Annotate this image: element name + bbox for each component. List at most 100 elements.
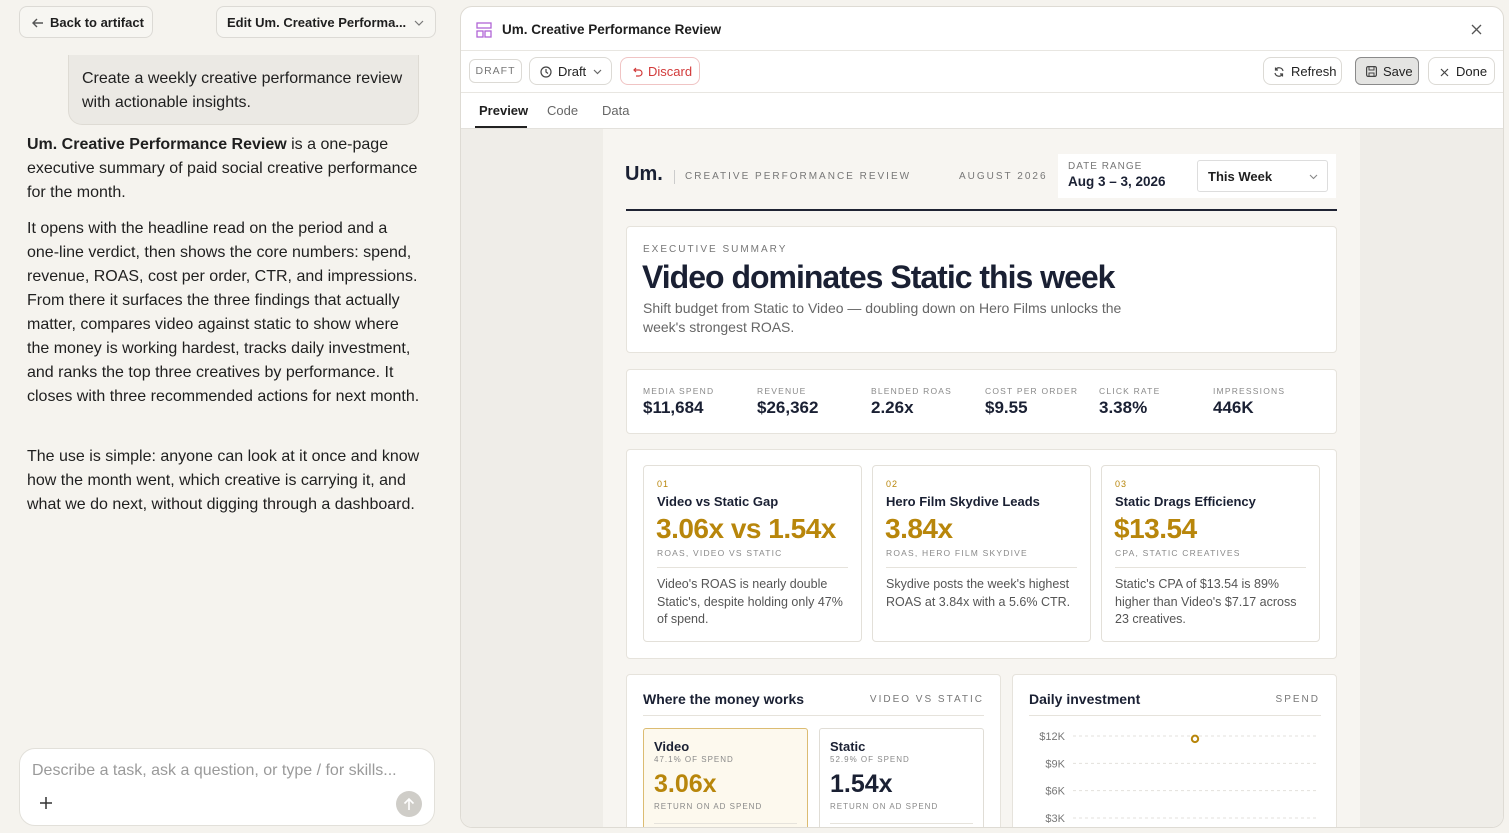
kpi-value: $11,684 bbox=[643, 398, 704, 417]
divider bbox=[461, 92, 1503, 93]
tab-active[interactable]: Preview bbox=[479, 103, 529, 118]
refresh-label: Refresh bbox=[1291, 64, 1337, 79]
divider bbox=[830, 823, 973, 824]
refresh-icon bbox=[1274, 67, 1284, 77]
section-tag: VIDEO VS STATIC bbox=[869, 694, 984, 705]
done-icon bbox=[1440, 68, 1449, 77]
response-text: is a one-page executive summary of paid … bbox=[27, 136, 418, 201]
money-card: Where the money works VIDEO VS STATIC Vi… bbox=[626, 674, 1001, 827]
divider bbox=[657, 567, 848, 568]
finding-body: Video's ROAS is nearly double Static's, … bbox=[657, 577, 843, 626]
send-button[interactable] bbox=[395, 790, 423, 818]
option-name: Static bbox=[830, 739, 866, 754]
back-button[interactable]: Back to artifact bbox=[19, 6, 153, 38]
money-option: Static 52.9% OF SPEND 1.54x RETURN ON AD SP… bbox=[819, 728, 984, 827]
user-bubble: Create a weekly creative performance rev… bbox=[68, 55, 419, 125]
edit-menu-label: Edit Um. Creative Performa... bbox=[227, 15, 407, 30]
kpi-label: CLICK RATE bbox=[1099, 386, 1161, 396]
kpi-card: MEDIA SPEND $11,684 REVENUE $26,362 BLENDED … bbox=[626, 369, 1337, 434]
date-range-label: DATE RANGE bbox=[1068, 161, 1143, 172]
kpi-label: BLENDED ROAS bbox=[871, 386, 953, 396]
done-label: Done bbox=[1456, 64, 1488, 79]
option-name: Video bbox=[654, 739, 690, 754]
tab[interactable]: Code bbox=[547, 103, 579, 118]
edit-menu[interactable]: Edit Um. Creative Performa... bbox=[216, 6, 436, 38]
range-select[interactable]: This Week bbox=[1197, 160, 1328, 192]
response-paragraph: The use is simple: anyone can look at it… bbox=[27, 448, 420, 513]
response-paragraph: Um. Creative Performance Review is a one… bbox=[27, 133, 422, 205]
artifact-panel: Um. Creative Performance Review DRAFT Dr… bbox=[460, 6, 1504, 828]
status-badge: DRAFT bbox=[469, 59, 522, 83]
finding-number: 02 bbox=[886, 479, 899, 489]
divider bbox=[1115, 567, 1306, 568]
kpi-label: IMPRESSIONS bbox=[1213, 386, 1286, 396]
kpi-label: COST PER ORDER bbox=[985, 386, 1079, 396]
divider bbox=[1029, 715, 1321, 716]
finding-value: 3.06x vs 1.54x bbox=[656, 513, 836, 544]
plus-icon[interactable] bbox=[39, 796, 53, 810]
section-title: Where the money works bbox=[643, 691, 805, 707]
version-menu[interactable]: Draft bbox=[529, 57, 612, 85]
summary-label: EXECUTIVE SUMMARY bbox=[643, 244, 788, 255]
response-paragraph: It opens with the headline read on the p… bbox=[27, 220, 420, 405]
option-share: 47.1% OF SPEND bbox=[654, 755, 734, 764]
save-icon bbox=[1366, 66, 1377, 77]
summary-headline: Video dominates Static this week bbox=[642, 259, 1115, 295]
finding: 03 Static Drags Efficiency $13.54 CPA, STAT… bbox=[1101, 465, 1320, 642]
artifact-icon bbox=[476, 22, 492, 38]
section-tag: SPEND bbox=[1275, 694, 1320, 705]
divider bbox=[643, 715, 984, 716]
date-range-value: Aug 3 – 3, 2026 bbox=[1068, 174, 1166, 189]
finding-title: Static Drags Efficiency bbox=[1115, 494, 1256, 509]
divider bbox=[654, 823, 797, 824]
chevron bbox=[593, 69, 602, 75]
summary-card: EXECUTIVE SUMMARY Video dominates Static… bbox=[626, 226, 1337, 353]
discard-button[interactable]: Discard bbox=[620, 57, 700, 85]
option-roas: 1.54x bbox=[830, 770, 893, 798]
y-tick-label: $3K bbox=[1045, 813, 1065, 825]
preview-area: Um. CREATIVE PERFORMANCE REVIEW AUGUST 2… bbox=[461, 128, 1503, 827]
finding: 01 Video vs Static Gap 3.06x vs 1.54x ROAS,… bbox=[643, 465, 862, 642]
done-button[interactable]: Done bbox=[1428, 57, 1495, 85]
option-share: 52.9% OF SPEND bbox=[830, 755, 910, 764]
y-tick-label: $9K bbox=[1045, 758, 1065, 770]
version-label: Draft bbox=[558, 64, 587, 79]
divider bbox=[461, 50, 1503, 51]
undo-icon bbox=[633, 67, 643, 77]
composer-placeholder: Describe a task, ask a question, or type… bbox=[32, 762, 397, 779]
report: Um. CREATIVE PERFORMANCE REVIEW AUGUST 2… bbox=[603, 129, 1360, 827]
composer[interactable]: Describe a task, ask a question, or type… bbox=[19, 748, 435, 826]
save-button[interactable]: Save bbox=[1355, 57, 1419, 85]
close-button[interactable] bbox=[1471, 24, 1482, 35]
finding-title: Video vs Static Gap bbox=[657, 494, 779, 509]
tab[interactable]: Data bbox=[602, 103, 630, 118]
history-icon bbox=[540, 66, 552, 78]
kpi-value: $9.55 bbox=[985, 398, 1028, 417]
kpi-value: $26,362 bbox=[757, 398, 819, 417]
finding-caption: CPA, STATIC CREATIVES bbox=[1115, 548, 1241, 558]
refresh-button[interactable]: Refresh bbox=[1263, 57, 1342, 85]
finding: 02 Hero Film Skydive Leads 3.84x ROAS, HERO… bbox=[872, 465, 1091, 642]
y-tick-label: $12K bbox=[1039, 731, 1065, 743]
finding-body: Static's CPA of $13.54 is 89% higher tha… bbox=[1115, 577, 1297, 626]
summary-subline: Shift budget from Static to Video — doub… bbox=[643, 300, 1122, 335]
section-title: Daily investment bbox=[1029, 691, 1141, 707]
y-tick-label: $6K bbox=[1045, 786, 1065, 798]
divider bbox=[886, 567, 1077, 568]
option-roas-label: RETURN ON AD SPEND bbox=[654, 802, 763, 811]
option-roas-label: RETURN ON AD SPEND bbox=[830, 802, 939, 811]
finding-number: 01 bbox=[657, 479, 670, 489]
back-label: Back to artifact bbox=[50, 15, 144, 30]
finding-number: 03 bbox=[1115, 479, 1128, 489]
save-label: Save bbox=[1383, 64, 1413, 79]
report-period: AUGUST 2026 bbox=[959, 171, 1048, 182]
spend-point bbox=[1190, 734, 1200, 744]
finding-body: Skydive posts the week's highest ROAS at… bbox=[886, 577, 1071, 609]
finding-title: Hero Film Skydive Leads bbox=[886, 494, 1040, 509]
chevron bbox=[1309, 174, 1318, 180]
daily-card: Daily investment SPEND $12K $9K $6K $3K bbox=[1012, 674, 1337, 827]
kpi-label: REVENUE bbox=[757, 386, 807, 396]
date-range: DATE RANGE Aug 3 – 3, 2026 This Week bbox=[1058, 154, 1336, 198]
kpi-label: MEDIA SPEND bbox=[643, 386, 715, 396]
